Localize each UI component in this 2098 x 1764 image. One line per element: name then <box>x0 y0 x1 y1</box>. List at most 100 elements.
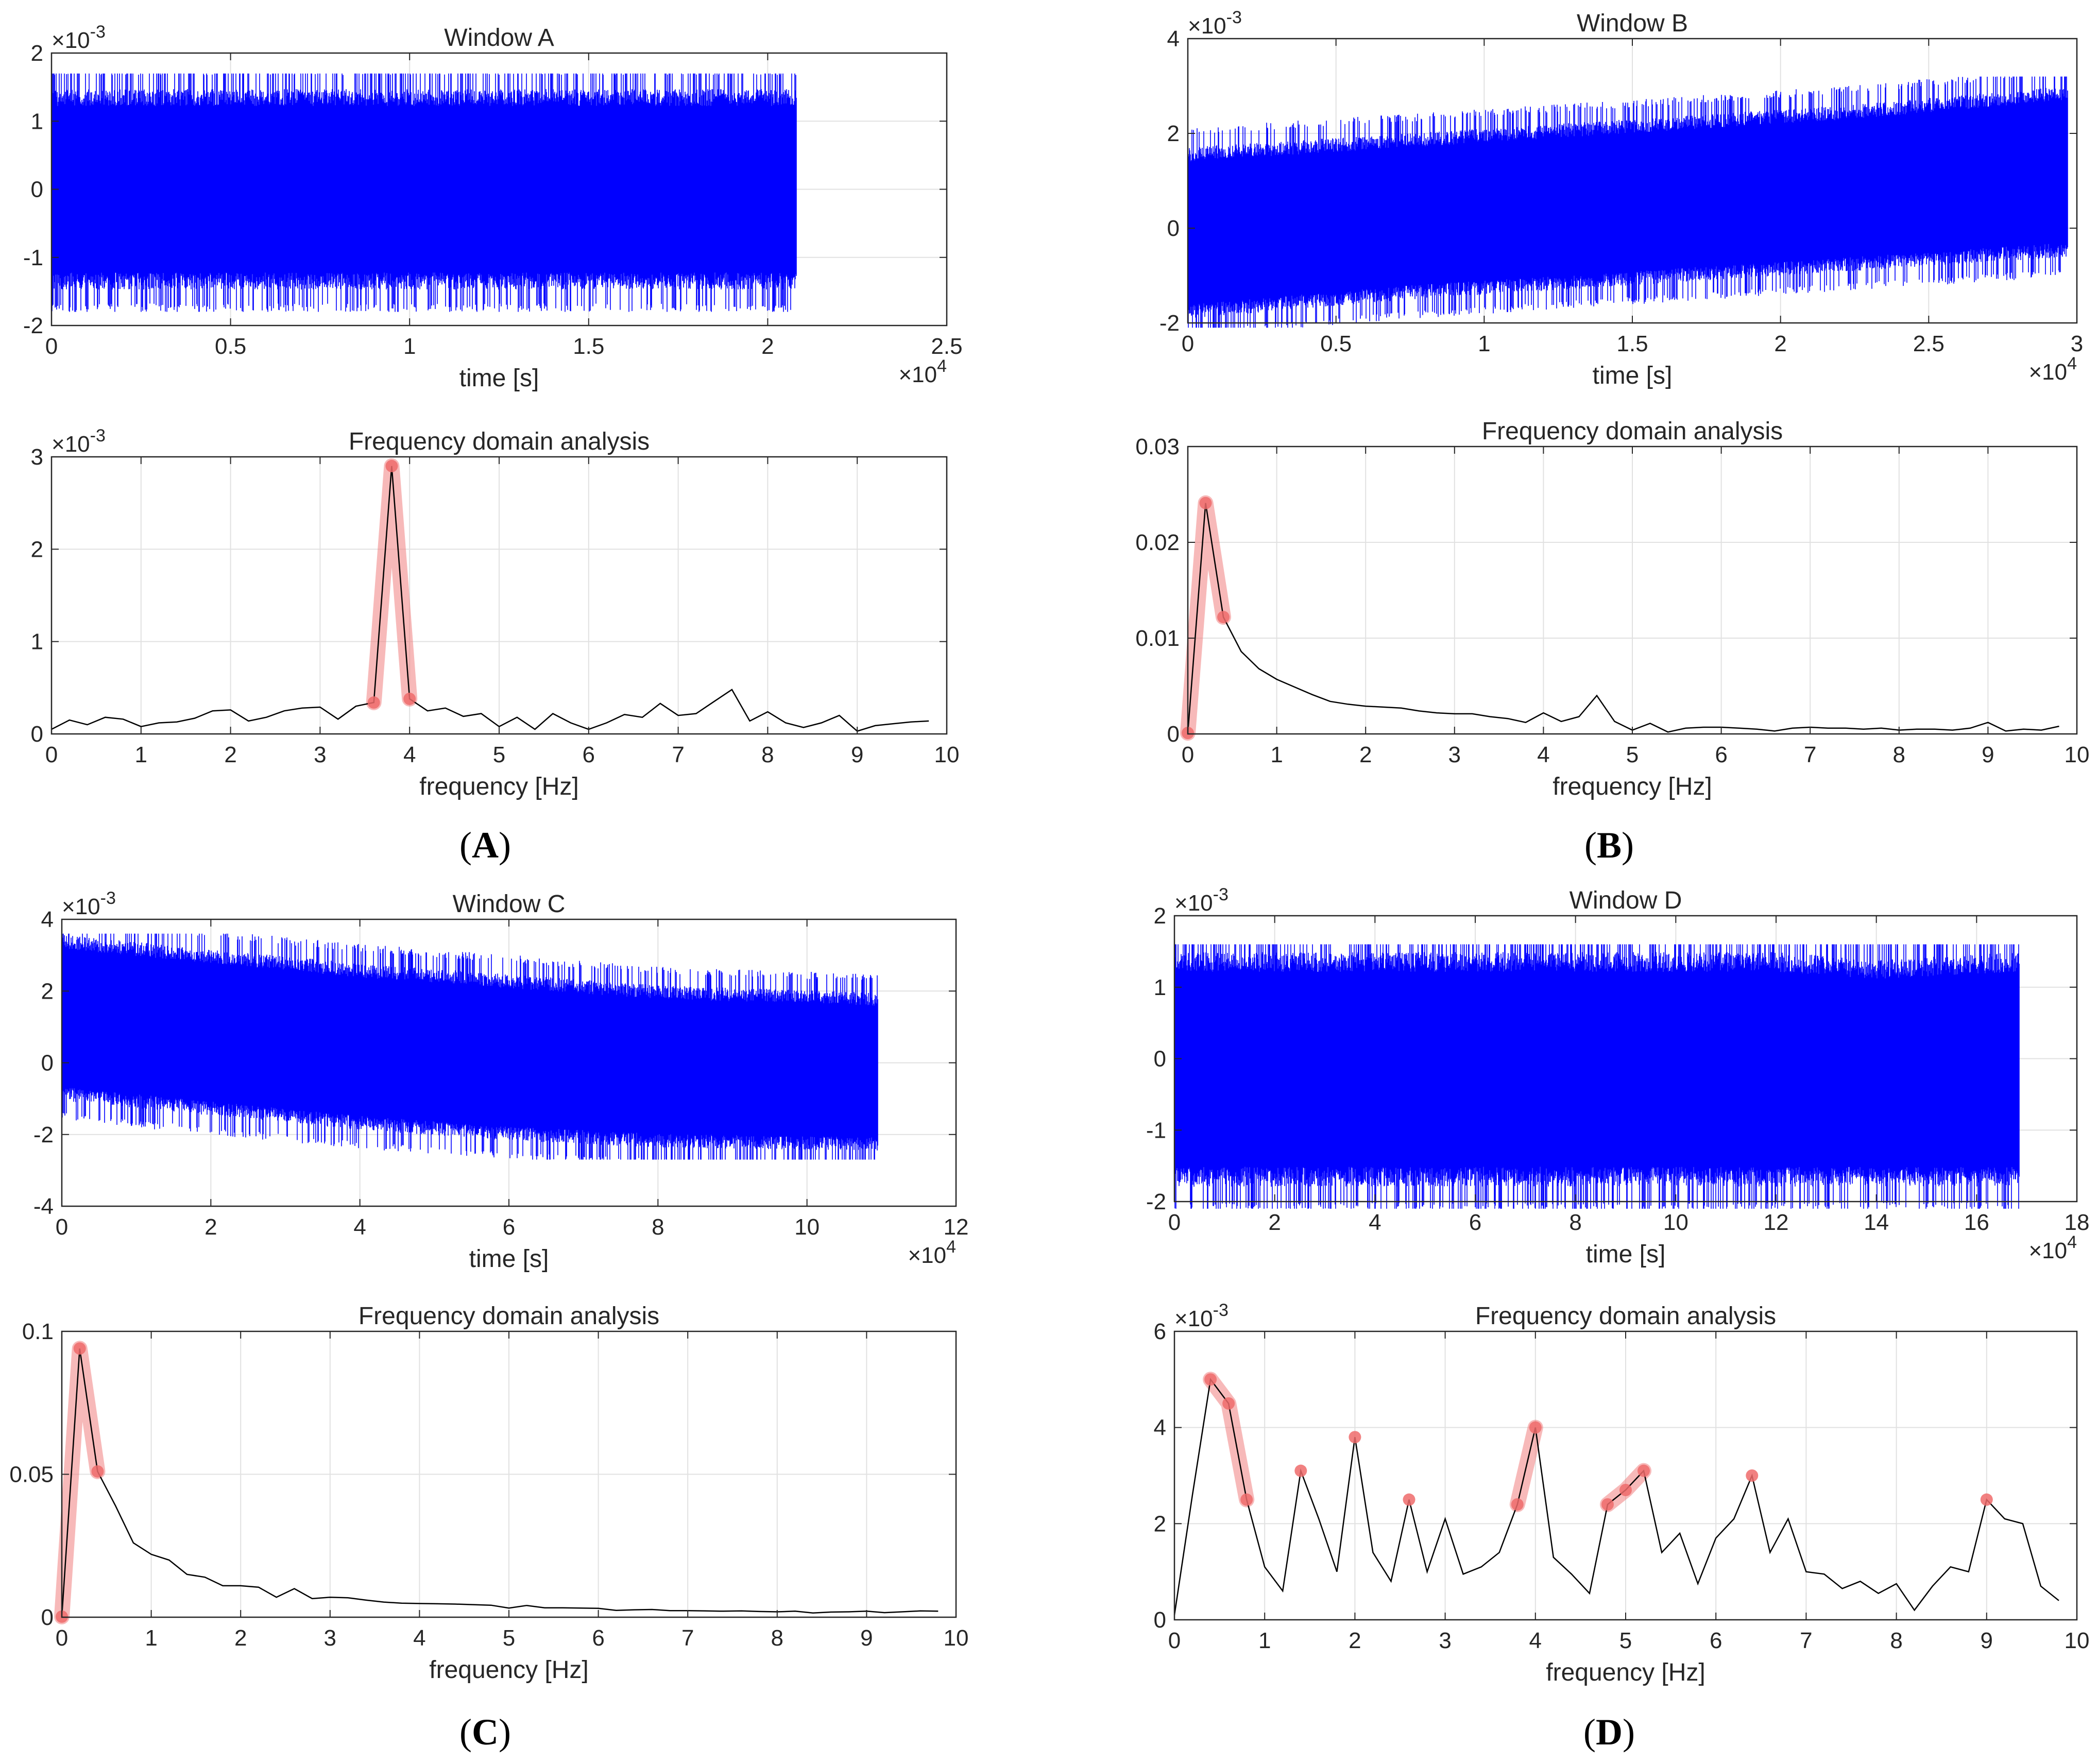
chart-a-freq-x-tick-label: 2 <box>224 742 236 767</box>
chart-c-time-x-tick-label: 8 <box>652 1214 664 1240</box>
chart-frequency-a: 0 1 2 3 4 5 6 7 8 9 10 0 1 2 3 ×10-3 Frequency domain an… <box>31 426 960 800</box>
chart-b-freq-x-tick-label: 10 <box>2065 742 2090 767</box>
chart-b-freq-peak-point <box>1199 496 1212 509</box>
chart-c-freq-x-label: frequency [Hz] <box>429 1656 588 1684</box>
chart-b-time-x-tick-label: 0 <box>1182 331 1194 356</box>
chart-a-freq-x-tick-label: 4 <box>403 742 416 767</box>
chart-b-freq-y-tick-label: 0.02 <box>1135 530 1180 555</box>
chart-d-time-y-tick-label: -2 <box>1146 1189 1166 1214</box>
chart-c-freq-peak-point <box>91 1465 104 1478</box>
chart-a-time-x-exponent: ×104 <box>898 356 947 387</box>
chart-c-freq-spectrum-line <box>61 1348 939 1617</box>
chart-b-time-y-tick-label: 4 <box>1167 26 1180 52</box>
chart-d-freq-y-exponent: ×10-3 <box>1174 1300 1229 1331</box>
chart-b-freq-x-label: frequency [Hz] <box>1553 773 1712 800</box>
chart-b-freq-x-tick-label: 1 <box>1270 742 1283 767</box>
chart-d-freq-peak-point <box>1980 1493 1993 1506</box>
chart-d-freq-peak-point <box>1746 1469 1759 1482</box>
chart-a-time-x-tick-label: 2 <box>761 334 774 359</box>
chart-c-time-y-tick-label: 2 <box>41 979 54 1004</box>
chart-b-freq-x-ticks: 0 1 2 3 4 5 6 7 8 9 10 <box>1182 447 2090 767</box>
chart-d-freq-peak-point <box>1240 1493 1253 1506</box>
chart-c-time-y-tick-label: -2 <box>33 1122 54 1148</box>
chart-d-freq-x-tick-label: 8 <box>1890 1628 1902 1653</box>
chart-d-freq-x-tick-label: 9 <box>1981 1628 1993 1653</box>
chart-d-time-y-ticks: -2 -1 0 1 2 <box>1146 903 2077 1214</box>
chart-c-freq-title: Frequency domain analysis <box>359 1303 659 1330</box>
chart-c-freq-grid <box>62 1331 956 1617</box>
chart-a-time-x-tick-label: 1 <box>403 334 416 359</box>
chart-b-freq-y-tick-label: 0.01 <box>1135 626 1180 651</box>
chart-b-freq-y-tick-label: 0 <box>1167 722 1180 747</box>
chart-a-freq-x-tick-label: 10 <box>934 742 960 767</box>
chart-c-time-x-tick-label: 6 <box>503 1214 515 1240</box>
chart-b-freq-grid <box>1188 447 2077 734</box>
chart-a-time-y-tick-label: 1 <box>31 109 43 134</box>
chart-d-time-title: Window D <box>1570 887 1682 914</box>
chart-d-time-y-tick-label: 2 <box>1154 903 1166 929</box>
chart-c-time-x-label: time [s] <box>469 1245 549 1273</box>
chart-c-time-x-exponent: ×104 <box>908 1237 956 1268</box>
chart-a-freq-y-exponent: ×10-3 <box>52 426 106 457</box>
chart-d-freq-peak-point <box>1204 1373 1217 1386</box>
chart-c-time-x-tick-label: 12 <box>944 1214 969 1240</box>
chart-b-time-x-ticks: 0 0.5 1 1.5 2 2.5 3 <box>1182 39 2083 356</box>
chart-c-freq-x-tick-label: 1 <box>145 1625 157 1651</box>
chart-c-time-y-exponent: ×10-3 <box>62 888 116 919</box>
panel-label-d: (D) <box>1583 1711 1635 1753</box>
chart-d-freq-peak-point <box>1638 1464 1650 1477</box>
chart-d-freq-x-tick-label: 4 <box>1529 1628 1542 1653</box>
chart-a-time-x-tick-label: 0.5 <box>215 334 246 359</box>
chart-d-freq-x-label: frequency [Hz] <box>1546 1659 1705 1686</box>
chart-a-time-title: Window A <box>444 24 554 52</box>
chart-a-freq-y-tick-label: 0 <box>31 722 43 747</box>
chart-b-freq-spectrum-line <box>1187 503 2059 733</box>
chart-b-time-x-tick-label: 2.5 <box>1913 331 1945 356</box>
chart-c-freq-x-tick-label: 0 <box>56 1625 68 1651</box>
chart-d-freq-x-tick-label: 5 <box>1619 1628 1632 1653</box>
chart-c-time-y-ticks: -4 -2 0 2 4 <box>33 907 956 1219</box>
chart-b-freq-x-tick-label: 7 <box>1804 742 1816 767</box>
chart-d-time-x-tick-label: 8 <box>1569 1210 1581 1235</box>
chart-d-time-y-tick-label: 1 <box>1154 975 1166 1000</box>
chart-d-freq-peak-point <box>1222 1397 1235 1410</box>
chart-c-freq-peak-point <box>73 1342 86 1355</box>
chart-c-freq-x-tick-label: 10 <box>944 1625 969 1651</box>
panel-label-c: (C) <box>459 1711 511 1753</box>
chart-a-time-x-tick-label: 0 <box>45 334 58 359</box>
chart-a-time-x-tick-label: 2.5 <box>931 334 962 359</box>
chart-d-freq-peak-point <box>1294 1464 1307 1477</box>
chart-d-time-y-exponent: ×10-3 <box>1174 885 1229 916</box>
chart-frequency-d: 0 1 2 3 4 5 6 7 8 9 10 0 2 4 6 ×10-3 Frequency domain an… <box>1154 1300 2090 1686</box>
chart-d-freq-title: Frequency domain analysis <box>1475 1303 1776 1330</box>
chart-c-freq-x-ticks: 0 1 2 3 4 5 6 7 8 9 10 <box>56 1331 969 1651</box>
chart-c-freq-y-ticks: 0 0.05 0.1 <box>9 1319 956 1630</box>
chart-a-time-y-tick-label: 0 <box>31 177 43 202</box>
chart-a-time-x-label: time [s] <box>459 365 539 392</box>
chart-c-time-title: Window C <box>453 890 566 918</box>
chart-frequency-c: 0 1 2 3 4 5 6 7 8 9 10 0 0.05 0.1 Frequency domain ana… <box>9 1303 968 1684</box>
chart-a-freq-y-tick-label: 2 <box>31 537 43 562</box>
chart-c-freq-x-tick-label: 6 <box>592 1625 604 1651</box>
panel-letter-b: B <box>1597 825 1622 866</box>
chart-d-freq-y-tick-label: 4 <box>1154 1415 1166 1441</box>
chart-b-time-x-tick-label: 0.5 <box>1320 331 1352 356</box>
chart-d-freq-x-tick-label: 7 <box>1800 1628 1812 1653</box>
chart-d-freq-peak-point <box>1619 1484 1632 1496</box>
chart-c-freq-x-tick-label: 2 <box>234 1625 247 1651</box>
chart-a-freq-spectrum-line <box>51 466 929 732</box>
chart-d-freq-x-tick-label: 0 <box>1168 1628 1181 1653</box>
chart-d-freq-grid <box>1174 1331 2077 1620</box>
chart-a-freq-title: Frequency domain analysis <box>349 428 650 455</box>
chart-b-freq-x-tick-label: 2 <box>1359 742 1372 767</box>
chart-c-time-y-tick-label: 4 <box>41 907 54 932</box>
chart-b-freq-x-tick-label: 4 <box>1537 742 1549 767</box>
chart-b-time-x-label: time [s] <box>1593 362 1673 389</box>
chart-a-freq-y-tick-label: 1 <box>31 629 43 655</box>
chart-c-freq-y-tick-label: 0 <box>41 1605 54 1630</box>
chart-d-time-x-tick-label: 4 <box>1369 1210 1381 1235</box>
chart-a-freq-peak-point <box>403 692 416 705</box>
chart-b-time-x-exponent: ×104 <box>2028 354 2077 385</box>
